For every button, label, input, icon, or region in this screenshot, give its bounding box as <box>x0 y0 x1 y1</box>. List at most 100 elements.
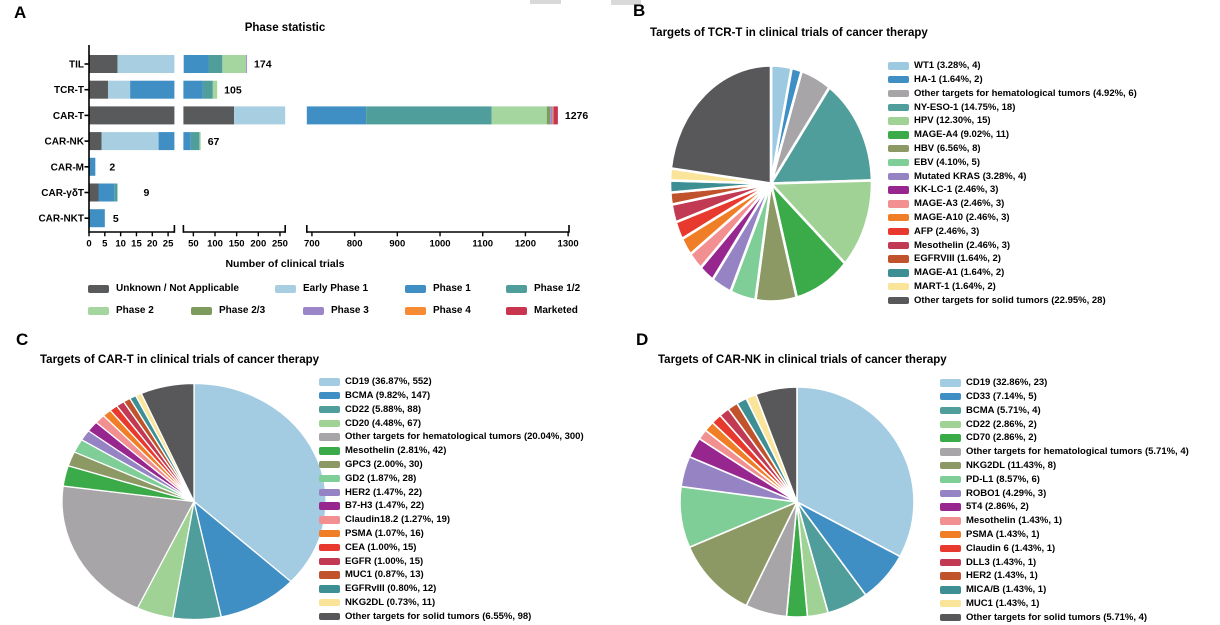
legend-item: HA-1 (1.64%, 2) <box>888 73 1137 87</box>
scan-artifact <box>530 0 561 4</box>
legend-item: AFP (2.46%, 3) <box>888 225 1137 239</box>
legend-item: NY-ESO-1 (14.75%, 18) <box>888 100 1137 114</box>
legend-item: MUC1 (1.43%, 1) <box>940 597 1189 611</box>
legend-label: Other targets for hematological tumors (… <box>966 446 1189 458</box>
legend-swatch <box>888 186 909 194</box>
bar-segment <box>89 80 108 99</box>
x-tick-label: 1100 <box>472 239 493 250</box>
legend-label: Other targets for solid tumors (22.95%, … <box>914 294 1106 306</box>
legend-item: Claudin 6 (1.43%, 1) <box>940 542 1189 556</box>
legend-label: WT1 (3.28%, 4) <box>914 60 981 72</box>
legend-swatch <box>940 406 961 415</box>
panel-d-letter: D <box>636 330 649 349</box>
legend-swatch <box>88 307 109 315</box>
legend-swatch <box>319 391 340 400</box>
legend-label: Other targets for hematological tumors (… <box>914 87 1137 99</box>
bar-segment <box>89 183 99 202</box>
legend-label: BCMA (9.82%, 147) <box>345 389 431 401</box>
legend-item: MART-1 (1.64%, 2) <box>888 280 1137 294</box>
pie-slice <box>769 179 874 265</box>
legend-item: PSMA (1.07%, 16) <box>319 527 584 541</box>
legend-label: NKG2DL (0.73%, 11) <box>345 596 436 608</box>
legend-swatch <box>940 517 961 525</box>
legend-label: MUC1 (0.87%, 13) <box>345 569 424 581</box>
legend-item: Phase 1/2 <box>506 284 580 294</box>
x-tick-label: 1000 <box>429 239 450 250</box>
legend-swatch <box>319 543 340 552</box>
legend-item: CD22 (5.88%, 88) <box>319 403 584 417</box>
x-tick-label: 250 <box>272 239 288 250</box>
tcr-t-pie-chart <box>668 64 874 303</box>
bar-chart-title: Phase statistic <box>244 22 326 34</box>
legend-item: MUC1 (0.87%, 13) <box>319 568 584 582</box>
legend-item: CD22 (2.86%, 2) <box>940 417 1189 431</box>
legend-item: EGFRvIII (0.80%, 12) <box>319 582 584 596</box>
legend-swatch <box>506 285 527 293</box>
legend-swatch <box>940 530 961 539</box>
legend-item: Early Phase 1 <box>275 284 368 294</box>
legend-swatch <box>319 419 340 428</box>
legend-label: MICA/B (1.43%, 1) <box>966 584 1047 596</box>
bar-segment <box>183 55 209 73</box>
pie-d-title: Targets of CAR-NK in clinical trials of … <box>658 354 947 366</box>
legend-label: PSMA (1.07%, 16) <box>345 527 424 539</box>
x-tick-label: 20 <box>147 239 158 250</box>
bar-total-label: 1276 <box>565 110 589 122</box>
legend-swatch <box>888 200 909 208</box>
bar-segment <box>114 183 118 202</box>
legend-label: NY-ESO-1 (14.75%, 18) <box>914 101 1016 113</box>
legend-item: WT1 (3.28%, 4) <box>888 59 1137 73</box>
legend-label: Other targets for solid tumors (5.71%, 4… <box>966 611 1148 623</box>
bar-total-label: 2 <box>109 162 115 174</box>
bar-segment <box>553 106 558 125</box>
panel-b-letter: B <box>633 1 646 20</box>
legend-item: BCMA (9.82%, 147) <box>319 389 584 403</box>
legend-label: CD70 (2.86%, 2) <box>966 432 1037 444</box>
legend-item: Mesothelin (1.43%, 1) <box>940 514 1189 528</box>
legend-item: MAGE-A10 (2.46%, 3) <box>888 211 1137 225</box>
legend-label: MUC1 (1.43%, 1) <box>966 597 1040 609</box>
legend-swatch <box>940 448 961 456</box>
legend-item: Phase 3 <box>303 306 369 316</box>
legend-item: MICA/B (1.43%, 1) <box>940 583 1189 597</box>
legend-item: NKG2DL (0.73%, 11) <box>319 596 584 610</box>
bar-segment <box>202 80 213 99</box>
legend-item: CD19 (32.86%, 23) <box>940 376 1189 390</box>
panel-a-letter: A <box>14 3 27 22</box>
legend-item: B7-H3 (1.47%, 22) <box>319 499 584 513</box>
legend-swatch <box>940 434 961 442</box>
legend-swatch <box>888 227 909 236</box>
category-label: TIL <box>69 60 84 71</box>
bar-total-label: 5 <box>113 213 119 225</box>
car-nk-pie-chart <box>679 386 915 618</box>
legend-item: NKG2DL (11.43%, 8) <box>940 459 1189 473</box>
bar-segment <box>101 132 159 151</box>
pie-slice <box>193 500 292 618</box>
legend-swatch <box>940 420 961 429</box>
legend-swatch <box>888 131 909 139</box>
axis-break-gap <box>285 44 307 230</box>
legend-item: GPC3 (2.00%, 30) <box>319 458 584 472</box>
legend-swatch <box>319 447 340 455</box>
pie-slice <box>796 386 915 558</box>
legend-label: EBV (4.10%, 5) <box>914 156 980 168</box>
legend-label: Claudin 6 (1.43%, 1) <box>966 542 1056 554</box>
legend-item: EGFR (1.00%, 15) <box>319 554 584 568</box>
legend-label: HBV (6.56%, 8) <box>914 142 981 154</box>
legend-swatch <box>940 379 961 387</box>
axis-break-gap <box>174 44 184 230</box>
legend-item: Phase 1 <box>405 284 471 294</box>
legend-item: MAGE-A1 (1.64%, 2) <box>888 266 1137 280</box>
legend-label: GD2 (1.87%, 28) <box>345 472 417 484</box>
legend-item: CD33 (7.14%, 5) <box>940 390 1189 404</box>
legend-label: Other targets for hematological tumors (… <box>345 431 584 443</box>
legend-swatch <box>888 213 909 222</box>
legend-label: CD20 (4.48%, 67) <box>345 417 422 429</box>
legend-swatch <box>319 598 340 607</box>
legend-swatch <box>319 585 340 593</box>
legend-swatch <box>888 255 909 263</box>
legend-label: Other targets for solid tumors (6.55%, 9… <box>345 610 532 622</box>
legend-label: Unknown / Not Applicable <box>116 283 239 294</box>
legend-swatch <box>888 62 909 70</box>
legend-swatch <box>319 529 340 538</box>
